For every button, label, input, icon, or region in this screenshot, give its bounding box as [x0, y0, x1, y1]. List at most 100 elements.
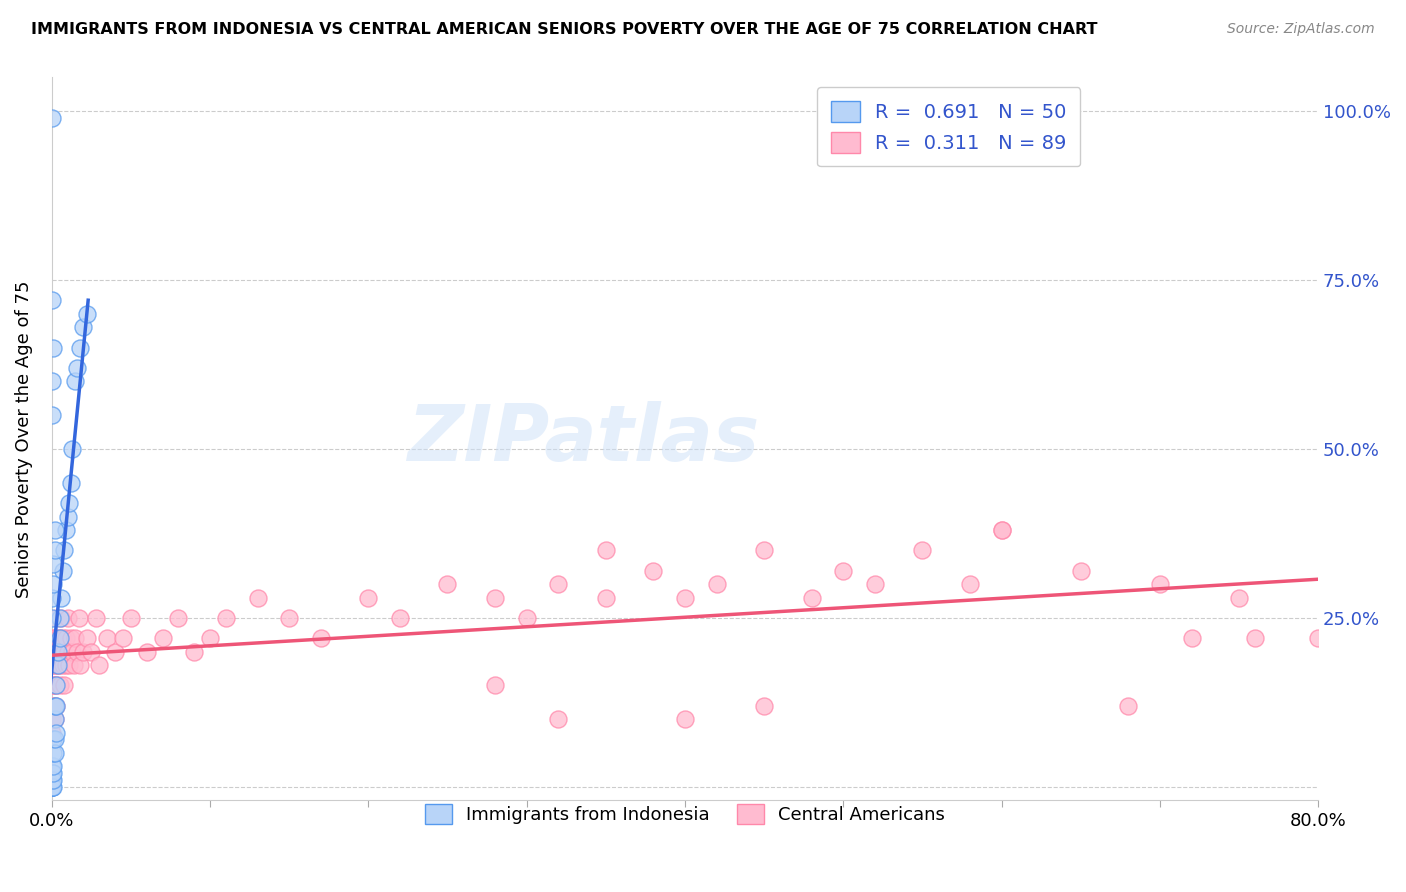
Point: [1243, 631, 1265, 645]
Point: [1070, 564, 1092, 578]
Point: [76, 307, 98, 321]
Point: [65, 631, 87, 645]
Point: [595, 591, 617, 605]
Point: [41, 591, 63, 605]
Point: [41, 780, 63, 794]
Point: [120, 611, 142, 625]
Point: [69, 658, 91, 673]
Point: [1227, 591, 1250, 605]
Point: [53, 645, 76, 659]
Point: [44, 712, 66, 726]
Point: [45, 725, 67, 739]
Point: [66, 645, 89, 659]
Point: [673, 591, 696, 605]
Point: [42, 341, 65, 355]
Point: [46, 645, 69, 659]
Point: [863, 577, 886, 591]
Point: [673, 712, 696, 726]
Point: [1180, 631, 1202, 645]
Y-axis label: Seniors Poverty Over the Age of 75: Seniors Poverty Over the Age of 75: [15, 280, 32, 598]
Point: [183, 645, 205, 659]
Point: [41, 293, 63, 308]
Point: [44, 732, 66, 747]
Point: [911, 543, 934, 558]
Point: [42, 557, 65, 571]
Point: [152, 631, 174, 645]
Point: [832, 564, 855, 578]
Point: [45, 698, 67, 713]
Point: [42, 577, 65, 591]
Point: [60, 442, 83, 456]
Point: [55, 631, 77, 645]
Point: [48, 678, 70, 692]
Point: [41, 780, 63, 794]
Point: [42, 678, 65, 692]
Point: [41, 766, 63, 780]
Point: [41, 658, 63, 673]
Point: [42, 780, 65, 794]
Point: [246, 591, 269, 605]
Point: [1308, 631, 1330, 645]
Point: [45, 611, 67, 625]
Point: [990, 523, 1012, 537]
Point: [42, 759, 65, 773]
Point: [46, 658, 69, 673]
Point: [72, 320, 94, 334]
Point: [44, 658, 66, 673]
Point: [1149, 577, 1171, 591]
Point: [643, 564, 665, 578]
Point: [51, 645, 73, 659]
Point: [66, 360, 89, 375]
Point: [1116, 698, 1139, 713]
Point: [45, 678, 67, 692]
Point: [51, 591, 73, 605]
Point: [67, 611, 90, 625]
Point: [55, 658, 77, 673]
Point: [45, 678, 67, 692]
Point: [52, 564, 75, 578]
Point: [547, 577, 569, 591]
Point: [41, 759, 63, 773]
Point: [42, 746, 65, 760]
Point: [51, 611, 73, 625]
Point: [44, 678, 66, 692]
Point: [46, 658, 69, 673]
Legend: Immigrants from Indonesia, Central Americans: Immigrants from Indonesia, Central Ameri…: [413, 793, 956, 835]
Point: [42, 732, 65, 747]
Point: [58, 658, 80, 673]
Point: [800, 591, 823, 605]
Point: [84, 611, 107, 625]
Point: [104, 645, 127, 659]
Point: [48, 631, 70, 645]
Point: [752, 543, 775, 558]
Point: [41, 408, 63, 422]
Point: [63, 658, 86, 673]
Point: [167, 611, 190, 625]
Point: [48, 611, 70, 625]
Point: [42, 645, 65, 659]
Point: [56, 611, 79, 625]
Point: [80, 645, 103, 659]
Point: [41, 611, 63, 625]
Point: [46, 645, 69, 659]
Point: [278, 611, 301, 625]
Point: [41, 375, 63, 389]
Text: Source: ZipAtlas.com: Source: ZipAtlas.com: [1227, 22, 1375, 37]
Point: [44, 543, 66, 558]
Point: [59, 631, 82, 645]
Point: [436, 577, 458, 591]
Point: [41, 712, 63, 726]
Point: [89, 658, 111, 673]
Point: [42, 772, 65, 787]
Point: [752, 698, 775, 713]
Point: [42, 698, 65, 713]
Point: [388, 611, 411, 625]
Point: [44, 698, 66, 713]
Point: [44, 523, 66, 537]
Point: [41, 772, 63, 787]
Point: [357, 591, 380, 605]
Point: [45, 658, 67, 673]
Point: [990, 523, 1012, 537]
Point: [48, 631, 70, 645]
Point: [215, 611, 238, 625]
